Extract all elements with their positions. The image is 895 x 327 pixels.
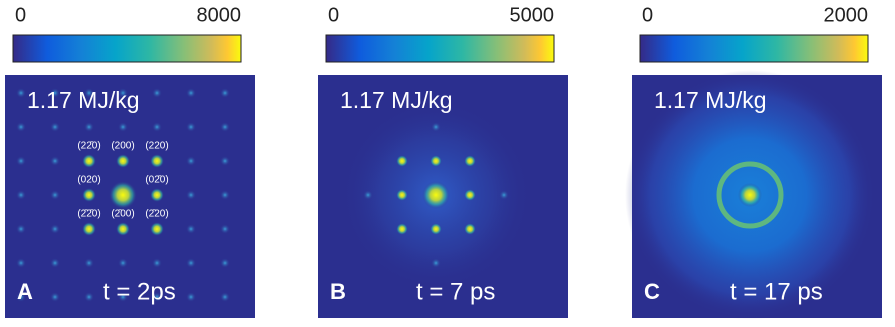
bragg-spot [464,223,476,235]
bragg-spot [464,189,476,201]
colorbar-min: 0 [15,4,26,26]
weak-spot [50,88,60,98]
bragg-spot [150,188,164,202]
weak-spot [186,190,196,200]
weak-spot [16,156,26,166]
weak-spot [118,258,128,268]
weak-spot [152,122,162,132]
weak-spot [220,190,230,200]
weak-spot [50,156,60,166]
weak-spot [186,156,196,166]
weak-spot [220,88,230,98]
weak-spot [152,292,162,302]
bragg-spot [150,154,164,168]
colorbar [12,34,242,63]
weak-spot [16,190,26,200]
fluence-label: 1.17 MJ/kg [654,87,767,113]
bragg-spot [396,155,408,167]
ring [716,161,784,229]
weak-spot [118,292,128,302]
colorbar-min: 0 [642,4,653,26]
panel: 0 2000 1.17 MJ/kg C t = 17 ps [625,4,882,320]
miller-index: (020) [77,175,100,186]
weak-spot [50,224,60,234]
panel-letter: B [330,279,346,304]
weak-spot [186,292,196,302]
colorbar-max: 5000 [510,4,555,26]
miller-index: (2̄2̄0) [77,209,100,220]
panel-letter: A [17,279,33,304]
weak-spot [118,88,128,98]
weak-spot [186,122,196,132]
weak-spot [50,190,60,200]
weak-spot [431,122,441,132]
colorbar-min: 0 [328,4,339,26]
weak-spot [152,88,162,98]
weak-spot [84,258,94,268]
fluence-label: 1.17 MJ/kg [340,87,453,113]
weak-spot [118,122,128,132]
panel-letter: C [644,279,660,304]
time-label: t = 17 ps [730,278,823,305]
weak-spot [50,122,60,132]
miller-index: (02̄0) [145,175,168,186]
weak-spot [84,122,94,132]
weak-spot [16,258,26,268]
weak-spot [50,258,60,268]
weak-spot [84,292,94,302]
weak-spot [499,190,509,200]
weak-spot [431,258,441,268]
center-spot [738,183,762,207]
center-spot [422,181,450,209]
miller-index: (200) [111,141,134,152]
weak-spot [220,224,230,234]
bragg-spot [396,223,408,235]
miller-index: (2̄00) [111,209,134,220]
miller-index: (220) [145,141,168,152]
panels: 0 8000 (22̄0) (200) (220) (020) (02̄0) (2̄2̄0) (… [5,4,882,320]
weak-spot [16,122,26,132]
weak-spot [16,88,26,98]
weak-spot [220,258,230,268]
bragg-spot [116,222,130,236]
colorbar [325,34,555,63]
weak-spot [16,224,26,234]
panel: 0 5000 1.17 MJ/kg B t = 7 ps [318,4,568,318]
weak-spot [186,224,196,234]
colorbar-max: 2000 [824,4,869,26]
bragg-spot [430,155,442,167]
bragg-spot [430,223,442,235]
fluence-label: 1.17 MJ/kg [27,87,140,113]
bragg-spot [82,188,96,202]
colorbar [639,34,869,63]
bragg-spot [82,154,96,168]
panel: 0 8000 (22̄0) (200) (220) (020) (02̄0) (2̄2̄0) (… [5,4,255,318]
bragg-spot [116,154,130,168]
bragg-spot [82,222,96,236]
weak-spot [220,156,230,166]
bragg-spot [464,155,476,167]
center-spot [109,181,137,209]
weak-spot [186,258,196,268]
time-label: t = 2ps [103,278,176,305]
weak-spot [16,292,26,302]
miller-index: (2̄20) [145,209,168,220]
weak-spot [220,122,230,132]
weak-spot [220,292,230,302]
bragg-spot [396,189,408,201]
weak-spot [152,258,162,268]
weak-spot [84,88,94,98]
time-label: t = 7 ps [416,278,495,305]
weak-spot [186,88,196,98]
miller-index: (22̄0) [77,141,100,152]
weak-spot [363,190,373,200]
colorbar-max: 8000 [197,4,242,26]
weak-spot [50,292,60,302]
bragg-spot [150,222,164,236]
